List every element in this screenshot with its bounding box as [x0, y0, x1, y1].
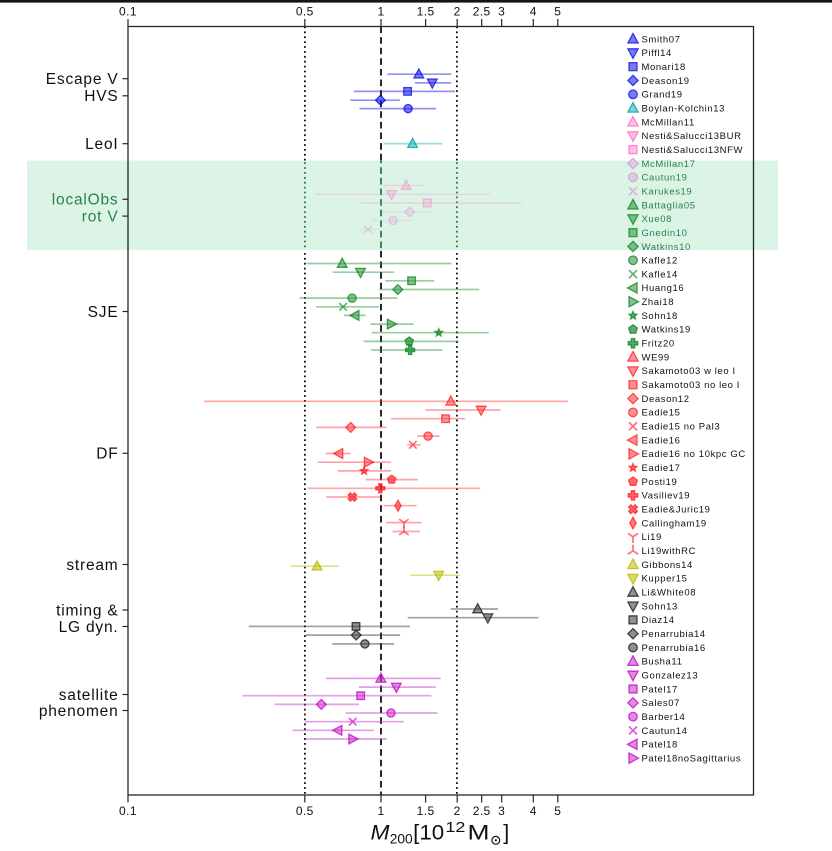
svg-text:3: 3 — [498, 5, 505, 19]
svg-text:3: 3 — [498, 804, 505, 818]
svg-text:Deason19: Deason19 — [642, 76, 690, 87]
svg-text:Kafle14: Kafle14 — [642, 269, 678, 280]
svg-text:Cautun19: Cautun19 — [642, 173, 688, 184]
svg-text:0.1: 0.1 — [119, 804, 137, 818]
svg-text:Kafle12: Kafle12 — [642, 256, 678, 267]
svg-text:2: 2 — [454, 5, 461, 19]
svg-text:Li19: Li19 — [642, 532, 662, 543]
svg-text:Smith07: Smith07 — [642, 34, 681, 45]
svg-text:4: 4 — [530, 804, 537, 818]
svg-text:Vasiliev19: Vasiliev19 — [642, 491, 691, 502]
svg-text:2: 2 — [454, 804, 461, 818]
svg-text:Huang16: Huang16 — [642, 283, 685, 294]
svg-text:Penarrubia14: Penarrubia14 — [642, 629, 706, 640]
svg-text:Monari18: Monari18 — [642, 62, 686, 73]
svg-text:Barber14: Barber14 — [642, 712, 686, 723]
svg-text:Grand19: Grand19 — [642, 90, 683, 101]
svg-text:Watkins10: Watkins10 — [642, 242, 691, 253]
svg-text:0.1: 0.1 — [119, 5, 137, 19]
svg-text:LG dyn.: LG dyn. — [59, 619, 119, 636]
svg-text:Fritz20: Fritz20 — [642, 339, 675, 350]
svg-text:5: 5 — [554, 5, 561, 19]
svg-text:Deason12: Deason12 — [642, 394, 690, 405]
svg-text:localObs: localObs — [52, 192, 119, 209]
svg-text:4: 4 — [530, 5, 537, 19]
svg-text:1.5: 1.5 — [417, 804, 435, 818]
svg-text:Xue08: Xue08 — [642, 214, 672, 225]
svg-text:0.5: 0.5 — [296, 804, 314, 818]
svg-text:stream: stream — [66, 557, 118, 574]
svg-text:Sohn13: Sohn13 — [642, 601, 678, 612]
svg-text:Eadie16 no 10kpc GC: Eadie16 no 10kpc GC — [642, 449, 746, 460]
svg-text:Sales07: Sales07 — [642, 698, 681, 709]
svg-text:HVS: HVS — [84, 88, 118, 105]
svg-text:Callingham19: Callingham19 — [642, 518, 707, 529]
svg-text:phenomen: phenomen — [39, 703, 119, 720]
svg-text:Sakamoto03 no leo I: Sakamoto03 no leo I — [642, 380, 741, 391]
svg-text:M: M — [468, 820, 490, 844]
svg-text:1.5: 1.5 — [417, 5, 435, 19]
svg-text:McMillan11: McMillan11 — [642, 117, 695, 128]
svg-text:rot V: rot V — [82, 209, 119, 226]
svg-text:SJE: SJE — [88, 304, 119, 321]
svg-text:Penarrubia16: Penarrubia16 — [642, 643, 706, 654]
svg-text:2.5: 2.5 — [473, 5, 491, 19]
svg-text:Diaz14: Diaz14 — [642, 615, 675, 626]
svg-text:Zhai18: Zhai18 — [642, 297, 675, 308]
svg-text:Busha11: Busha11 — [642, 657, 683, 668]
svg-text:Sakamoto03 w leo I: Sakamoto03 w leo I — [642, 366, 736, 377]
svg-text:timing &: timing & — [56, 602, 118, 619]
svg-text:Posti19: Posti19 — [642, 477, 678, 488]
svg-text:1: 1 — [377, 804, 384, 818]
svg-text:Kupper15: Kupper15 — [642, 574, 688, 585]
svg-text:Nesti&Salucci13BUR: Nesti&Salucci13BUR — [642, 131, 742, 142]
svg-text:WE99: WE99 — [642, 352, 670, 363]
svg-text:2.5: 2.5 — [473, 804, 491, 818]
svg-text:12: 12 — [445, 819, 465, 836]
svg-text:DF: DF — [96, 446, 118, 463]
svg-text:Sohn18: Sohn18 — [642, 311, 678, 322]
svg-text:Patel18noSagittarius: Patel18noSagittarius — [642, 754, 742, 765]
svg-text:1: 1 — [377, 5, 384, 19]
svg-text:Watkins19: Watkins19 — [642, 325, 691, 336]
svg-text:Patel17: Patel17 — [642, 684, 678, 695]
svg-text:Patel18: Patel18 — [642, 740, 678, 751]
svg-text:Nesti&Salucci13NFW: Nesti&Salucci13NFW — [642, 145, 744, 156]
svg-text:Li&White08: Li&White08 — [642, 588, 697, 599]
svg-text:Gonzalez13: Gonzalez13 — [642, 671, 699, 682]
svg-text:200: 200 — [390, 831, 413, 847]
svg-text:5: 5 — [554, 804, 561, 818]
svg-text:Cautun14: Cautun14 — [642, 726, 688, 737]
svg-text:Boylan-Kolchin13: Boylan-Kolchin13 — [642, 104, 726, 115]
svg-text:Li19withRC: Li19withRC — [642, 546, 697, 557]
svg-text:0.5: 0.5 — [296, 5, 314, 19]
svg-text:Gnedin10: Gnedin10 — [642, 228, 688, 239]
svg-text:Karukes19: Karukes19 — [642, 186, 693, 197]
svg-text:Gibbons14: Gibbons14 — [642, 560, 693, 571]
svg-text:LeoI: LeoI — [85, 136, 118, 153]
svg-text:McMillan17: McMillan17 — [642, 159, 696, 170]
svg-text:Piffl14: Piffl14 — [642, 48, 672, 59]
svg-text:satellite: satellite — [59, 687, 119, 704]
svg-text:Escape V: Escape V — [46, 71, 119, 88]
svg-text:]: ] — [503, 820, 509, 844]
svg-text:Eadie16: Eadie16 — [642, 435, 681, 446]
svg-text:[10: [10 — [413, 820, 444, 844]
svg-text:Eadie17: Eadie17 — [642, 463, 681, 474]
svg-text:M: M — [371, 820, 390, 844]
svg-text:Eadie15 no Pal3: Eadie15 no Pal3 — [642, 422, 721, 433]
svg-text:Battaglia05: Battaglia05 — [642, 200, 696, 211]
svg-text:Eadie15: Eadie15 — [642, 408, 681, 419]
svg-text:Eadie&Juric19: Eadie&Juric19 — [642, 505, 711, 516]
